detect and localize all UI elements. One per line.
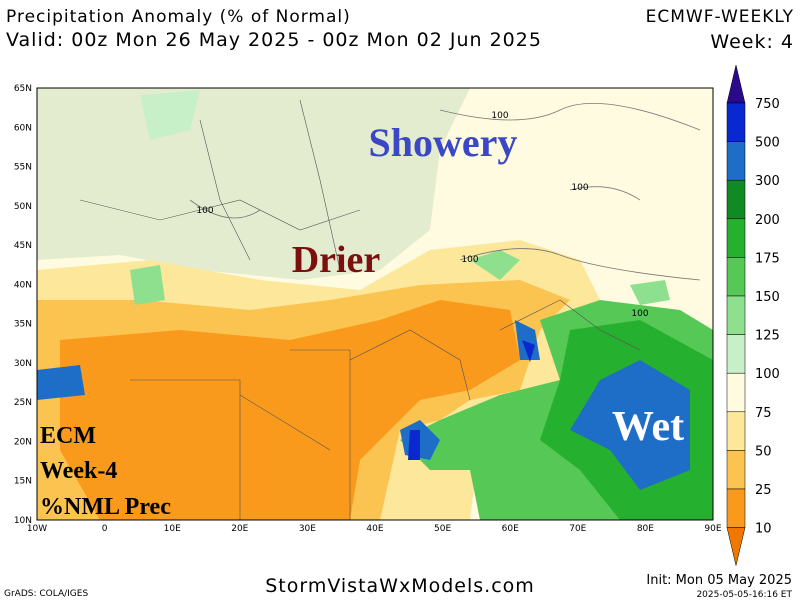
week: Week: 4 bbox=[710, 31, 794, 53]
colorbar-arrow bbox=[726, 527, 746, 566]
lat-label: 60N bbox=[14, 123, 32, 133]
init: Init: Mon 05 May 2025 bbox=[646, 573, 792, 588]
lon-label: 40E bbox=[366, 524, 383, 534]
lon-label: 80E bbox=[637, 524, 654, 534]
colorbar-band bbox=[726, 450, 746, 490]
colorbar: 750 500 300 200 175 150 125 100 75 50 25 10 bbox=[726, 64, 780, 566]
europe bbox=[37, 88, 470, 280]
colorbar-band bbox=[726, 257, 746, 297]
lon-label: 10E bbox=[164, 524, 181, 534]
lat-label: 45N bbox=[14, 241, 32, 251]
colorbar-band bbox=[726, 372, 746, 413]
colorbar-label: 10 bbox=[755, 522, 772, 537]
lon-label: 30E bbox=[299, 524, 316, 534]
dry-core bbox=[60, 300, 520, 520]
timestamp: 2025-05-05-16:16 ET bbox=[696, 590, 792, 600]
lat-label: 55N bbox=[14, 163, 32, 173]
colorbar-label: 150 bbox=[755, 290, 780, 305]
colorbar-band bbox=[726, 295, 746, 335]
colorbar-label: 25 bbox=[755, 483, 772, 498]
colorbar-label: 50 bbox=[755, 444, 772, 459]
valid-time: Valid: 00z Mon 26 May 2025 - 00z Mon 02 … bbox=[6, 29, 542, 51]
lon-label: 0 bbox=[102, 524, 108, 534]
model: ECMWF-WEEKLY bbox=[646, 7, 794, 27]
lat-label: 15N bbox=[14, 477, 32, 487]
contour-label: 100 bbox=[491, 111, 508, 121]
lat-label: 65N bbox=[14, 84, 32, 94]
colorbar-label: 300 bbox=[755, 174, 780, 189]
contours bbox=[189, 102, 701, 281]
borders bbox=[79, 99, 641, 520]
stamp: %NML Prec bbox=[40, 494, 171, 520]
lat-label: 30N bbox=[14, 359, 32, 369]
lat-label: 40N bbox=[14, 280, 32, 290]
colorbar-band bbox=[726, 411, 746, 451]
colorbar-band bbox=[726, 218, 746, 258]
colorbar-label: 100 bbox=[755, 367, 780, 382]
colorbar-band bbox=[726, 334, 746, 374]
map: 100 100 100 100 100 Showery Drier Wet ECM We… bbox=[36, 87, 714, 521]
colorbar-label: 125 bbox=[755, 329, 780, 344]
colorbar-arrow bbox=[726, 64, 746, 104]
contour-label: 100 bbox=[631, 309, 648, 319]
wet-spots bbox=[37, 320, 540, 460]
colorbar-label: 500 bbox=[755, 136, 780, 151]
colorbar-label: 200 bbox=[755, 213, 780, 228]
credit: GrADS: COLA/IGES bbox=[4, 589, 88, 599]
lat-label: 50N bbox=[14, 202, 32, 212]
lat-label: 35N bbox=[14, 320, 32, 330]
annotation: Drier bbox=[292, 239, 381, 281]
colorbar-band bbox=[726, 179, 746, 220]
lat-label: 20N bbox=[14, 437, 32, 447]
very-wet bbox=[570, 360, 690, 490]
stamp: Week-4 bbox=[40, 458, 117, 484]
lat-label: 25N bbox=[14, 398, 32, 408]
lon-label: 20E bbox=[231, 524, 248, 534]
lon-label: 70E bbox=[569, 524, 586, 534]
contour-label: 100 bbox=[461, 255, 478, 265]
lon-label: 10W bbox=[27, 524, 47, 534]
lon-label: 50E bbox=[434, 524, 451, 534]
title: Precipitation Anomaly (% of Normal) bbox=[6, 7, 351, 27]
colorbar-band bbox=[726, 141, 746, 181]
lon-label: 90E bbox=[704, 524, 721, 534]
annotation: Showery bbox=[369, 120, 518, 165]
site: StormVistaWxModels.com bbox=[265, 575, 535, 597]
stamp: ECM bbox=[40, 423, 96, 449]
green-patch bbox=[140, 90, 200, 140]
annotation: Wet bbox=[612, 404, 684, 450]
colorbar-label: 750 bbox=[755, 97, 780, 112]
colorbar-label: 175 bbox=[755, 251, 780, 266]
contour-label: 100 bbox=[571, 183, 588, 193]
colorbar-label: 75 bbox=[755, 406, 772, 421]
colorbar-band bbox=[726, 488, 746, 528]
map-frame bbox=[36, 87, 714, 521]
lon-label: 60E bbox=[502, 524, 519, 534]
lat-label: 10N bbox=[14, 516, 32, 526]
contour-label: 100 bbox=[196, 206, 213, 216]
colorbar-band bbox=[726, 102, 746, 142]
